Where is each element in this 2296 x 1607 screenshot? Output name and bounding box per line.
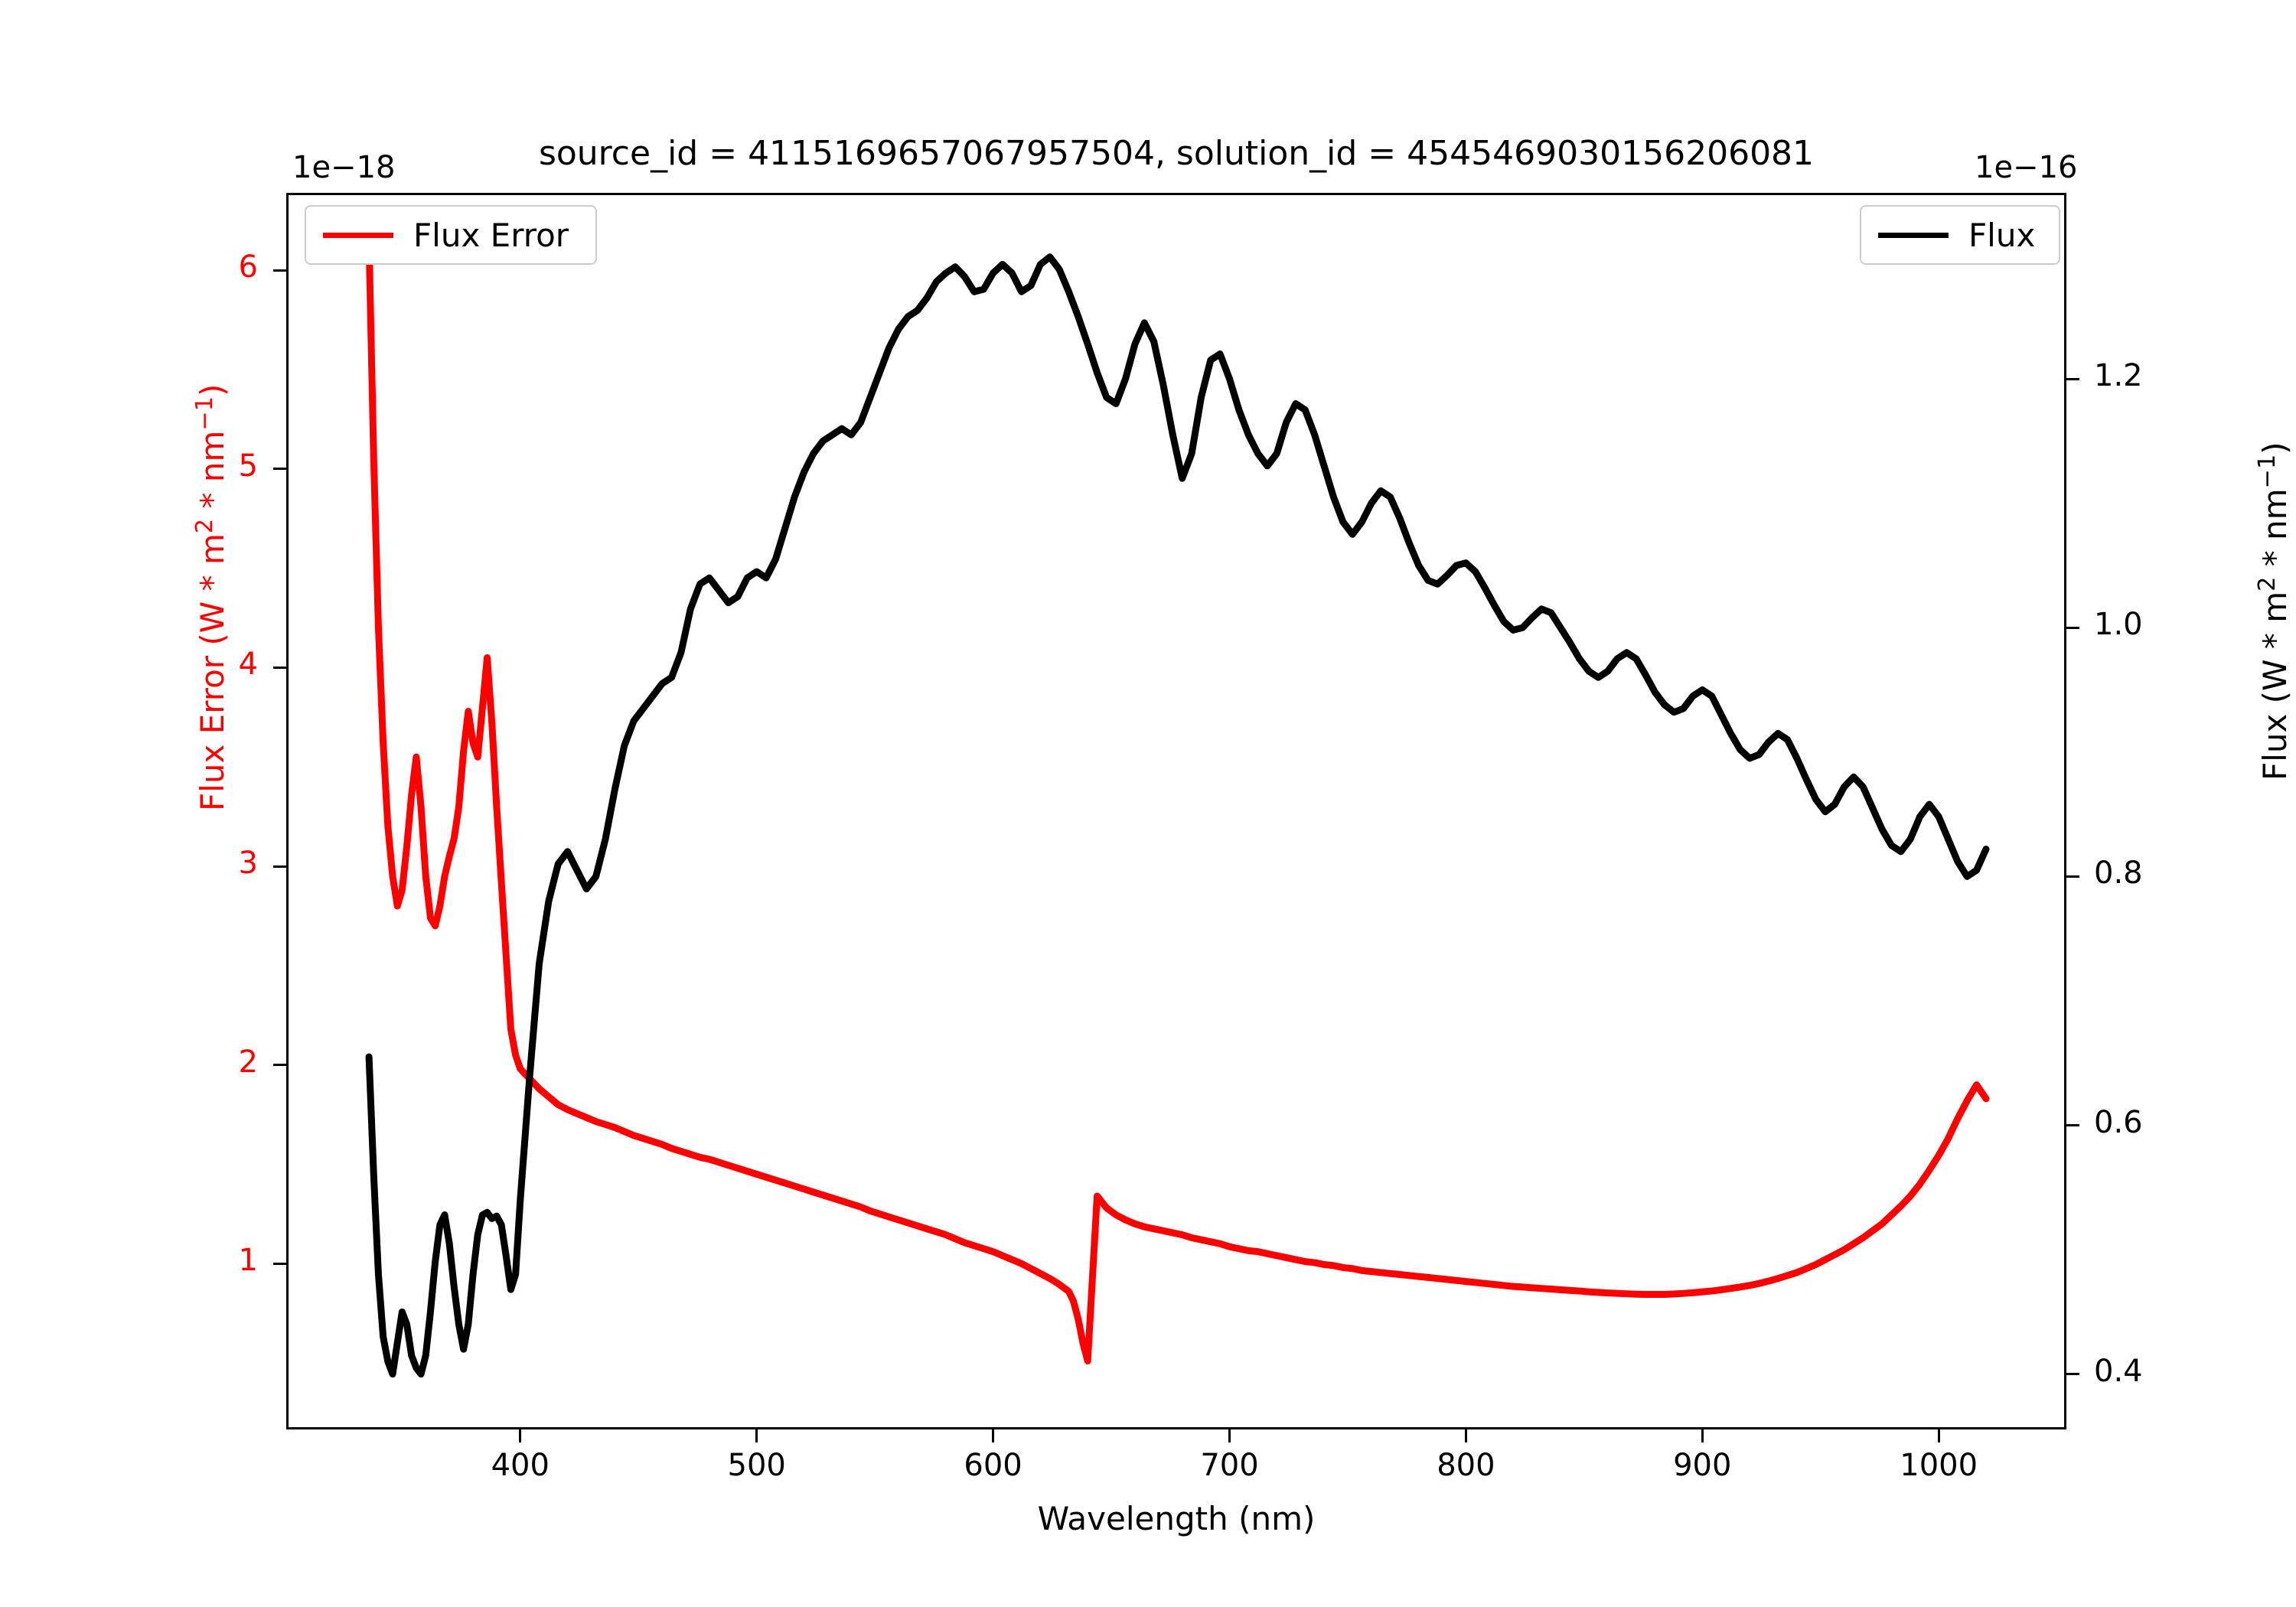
x-tick-mark bbox=[755, 1429, 758, 1442]
y-left-tick-mark bbox=[273, 1064, 286, 1067]
y-left-tick-label: 1 bbox=[238, 1243, 258, 1279]
flux-error-legend-swatch bbox=[323, 232, 393, 238]
y-left-tick-mark bbox=[273, 865, 286, 868]
y-right-tick-label: 1.0 bbox=[2094, 607, 2143, 643]
y-left-tick-label: 4 bbox=[238, 647, 258, 683]
y-right-tick-mark bbox=[2066, 875, 2079, 878]
legend-flux-error-label: Flux Error bbox=[413, 216, 569, 254]
legend-flux[interactable]: Flux bbox=[1860, 205, 2060, 265]
y-right-tick-mark bbox=[2066, 1373, 2079, 1376]
y-right-tick-label: 0.6 bbox=[2094, 1104, 2143, 1140]
right-axis-offset-text: 1e−16 bbox=[1975, 150, 2078, 185]
y-left-tick-label: 6 bbox=[238, 249, 258, 285]
y-axis-left-label-text: Flux Error (W * m2 * nm−1) bbox=[191, 383, 231, 811]
x-tick-label: 700 bbox=[1200, 1448, 1259, 1483]
plot-area-frame bbox=[286, 193, 2066, 1429]
x-tick-label: 800 bbox=[1437, 1448, 1495, 1483]
x-tick-label: 400 bbox=[491, 1448, 550, 1483]
legend-flux-label: Flux bbox=[1968, 216, 2036, 254]
y-right-tick-mark bbox=[2066, 1124, 2079, 1126]
y-left-tick-mark bbox=[273, 666, 286, 669]
y-left-tick-label: 5 bbox=[238, 448, 258, 484]
flux-line bbox=[365, 253, 1990, 1378]
y-right-tick-label: 1.2 bbox=[2094, 358, 2143, 394]
x-tick-mark bbox=[992, 1429, 995, 1442]
x-tick-mark bbox=[1701, 1429, 1704, 1442]
y-right-tick-mark bbox=[2066, 626, 2079, 629]
y-left-tick-mark bbox=[273, 269, 286, 272]
y-right-tick-label: 0.8 bbox=[2094, 856, 2143, 892]
x-tick-mark bbox=[1937, 1429, 1940, 1442]
x-tick-label: 900 bbox=[1673, 1448, 1732, 1483]
y-axis-left-label: Flux Error (W * m2 * nm−1) bbox=[191, 384, 231, 811]
page-title: source_id = 4115169657067957504, solutio… bbox=[538, 134, 1815, 173]
flux-error-line bbox=[365, 236, 1990, 1364]
y-left-tick-label: 2 bbox=[238, 1044, 258, 1080]
x-tick-mark bbox=[519, 1429, 522, 1442]
y-left-tick-mark bbox=[273, 1262, 286, 1265]
x-tick-mark bbox=[1228, 1429, 1231, 1442]
y-axis-right-label-text: Flux (W * m2 * nm−1) bbox=[2254, 442, 2294, 781]
y-left-tick-label: 3 bbox=[238, 846, 258, 882]
y-right-tick-mark bbox=[2066, 377, 2079, 380]
x-tick-mark bbox=[1464, 1429, 1467, 1442]
y-right-tick-label: 0.4 bbox=[2094, 1353, 2143, 1389]
x-axis-label: Wavelength (nm) bbox=[1037, 1500, 1316, 1537]
x-tick-label: 600 bbox=[964, 1448, 1022, 1483]
x-tick-label: 500 bbox=[727, 1448, 786, 1483]
flux-legend-swatch bbox=[1878, 232, 1949, 238]
left-axis-offset-text: 1e−18 bbox=[292, 150, 396, 185]
y-axis-right-label: Flux (W * m2 * nm−1) bbox=[2254, 442, 2294, 781]
y-left-tick-mark bbox=[273, 468, 286, 471]
x-tick-label: 1000 bbox=[1900, 1448, 1978, 1483]
legend-flux-error[interactable]: Flux Error bbox=[305, 205, 597, 265]
